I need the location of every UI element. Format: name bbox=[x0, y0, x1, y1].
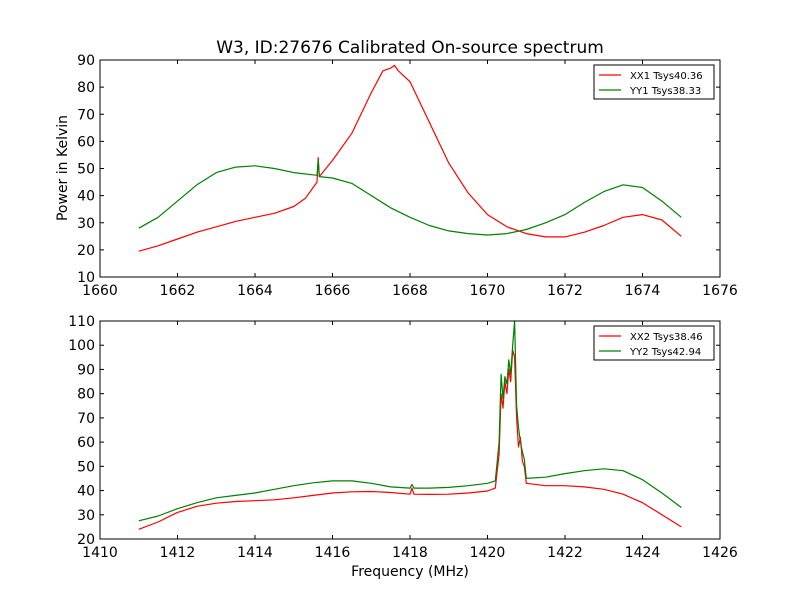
y-tick-label: 10 bbox=[77, 270, 95, 286]
y-tick-label: 90 bbox=[77, 362, 95, 378]
y-tick-label: 80 bbox=[77, 387, 95, 403]
x-tick-label: 1676 bbox=[702, 283, 738, 299]
x-tick-label: 1410 bbox=[82, 545, 118, 561]
x-tick-label: 1668 bbox=[392, 283, 428, 299]
legend-entry-1: XX1 Tsys40.36 bbox=[630, 71, 703, 82]
x-tick-label: 1422 bbox=[547, 545, 583, 561]
y-tick-label: 50 bbox=[77, 459, 95, 475]
top-subplot: 1660 1662 1664 1666 1668 1670 1672 1674 1676 10 20… bbox=[77, 53, 738, 299]
legend-box bbox=[593, 64, 715, 100]
x-tick-label: 1666 bbox=[315, 283, 351, 299]
x-tick-label: 1664 bbox=[237, 283, 273, 299]
x-tick-label: 1660 bbox=[82, 283, 118, 299]
y-tick-label: 60 bbox=[77, 435, 95, 451]
y-tick-label: 40 bbox=[77, 484, 95, 500]
x-axis-label: Frequency (MHz) bbox=[351, 564, 469, 580]
x-tick-label: 1420 bbox=[470, 545, 506, 561]
y-tick-label: 80 bbox=[77, 80, 95, 96]
series-line-1 bbox=[138, 349, 682, 530]
x-tick-label: 1662 bbox=[160, 283, 196, 299]
x-tick-label: 1416 bbox=[315, 545, 351, 561]
x-tick-label: 1414 bbox=[237, 545, 273, 561]
chart-title: W3, ID:27676 Calibrated On-source spectr… bbox=[216, 38, 604, 58]
bottom-subplot: 1410 1412 1414 1416 1418 1420 1422 1424 1426 20 30… bbox=[68, 314, 738, 561]
y-tick-label: 70 bbox=[77, 411, 95, 427]
legend-entry-2: YY2 Tsys42.94 bbox=[629, 347, 701, 358]
series-line-2 bbox=[138, 320, 682, 522]
x-tick-label: 1424 bbox=[625, 545, 661, 561]
legend-entry-1: XX2 Tsys38.46 bbox=[630, 332, 703, 343]
y-tick-label: 60 bbox=[77, 134, 95, 150]
y-tick-label: 110 bbox=[68, 314, 95, 330]
series-line-1 bbox=[138, 64, 682, 252]
legend-box bbox=[593, 325, 715, 361]
y-tick-label: 30 bbox=[77, 216, 95, 232]
y-tick-label: 50 bbox=[77, 162, 95, 178]
y-tick-label: 70 bbox=[77, 107, 95, 123]
y-tick-label: 30 bbox=[77, 508, 95, 524]
x-tick-label: 1426 bbox=[702, 545, 738, 561]
x-tick-label: 1412 bbox=[160, 545, 196, 561]
x-tick-label: 1674 bbox=[625, 283, 661, 299]
y-axis-label: Power in Kelvin bbox=[55, 115, 71, 221]
x-tick-label: 1418 bbox=[392, 545, 428, 561]
y-tick-label: 20 bbox=[77, 243, 95, 259]
series-line-2 bbox=[138, 159, 682, 236]
y-tick-label: 100 bbox=[68, 338, 95, 354]
legend: XX1 Tsys40.36 YY1 Tsys38.33 bbox=[593, 64, 715, 100]
y-tick-label: 20 bbox=[77, 532, 95, 548]
x-tick-label: 1672 bbox=[547, 283, 583, 299]
legend-entry-2: YY1 Tsys38.33 bbox=[629, 86, 701, 97]
legend: XX2 Tsys38.46 YY2 Tsys42.94 bbox=[593, 325, 715, 361]
y-tick-label: 40 bbox=[77, 189, 95, 205]
y-tick-label: 90 bbox=[77, 53, 95, 69]
x-tick-label: 1670 bbox=[470, 283, 506, 299]
